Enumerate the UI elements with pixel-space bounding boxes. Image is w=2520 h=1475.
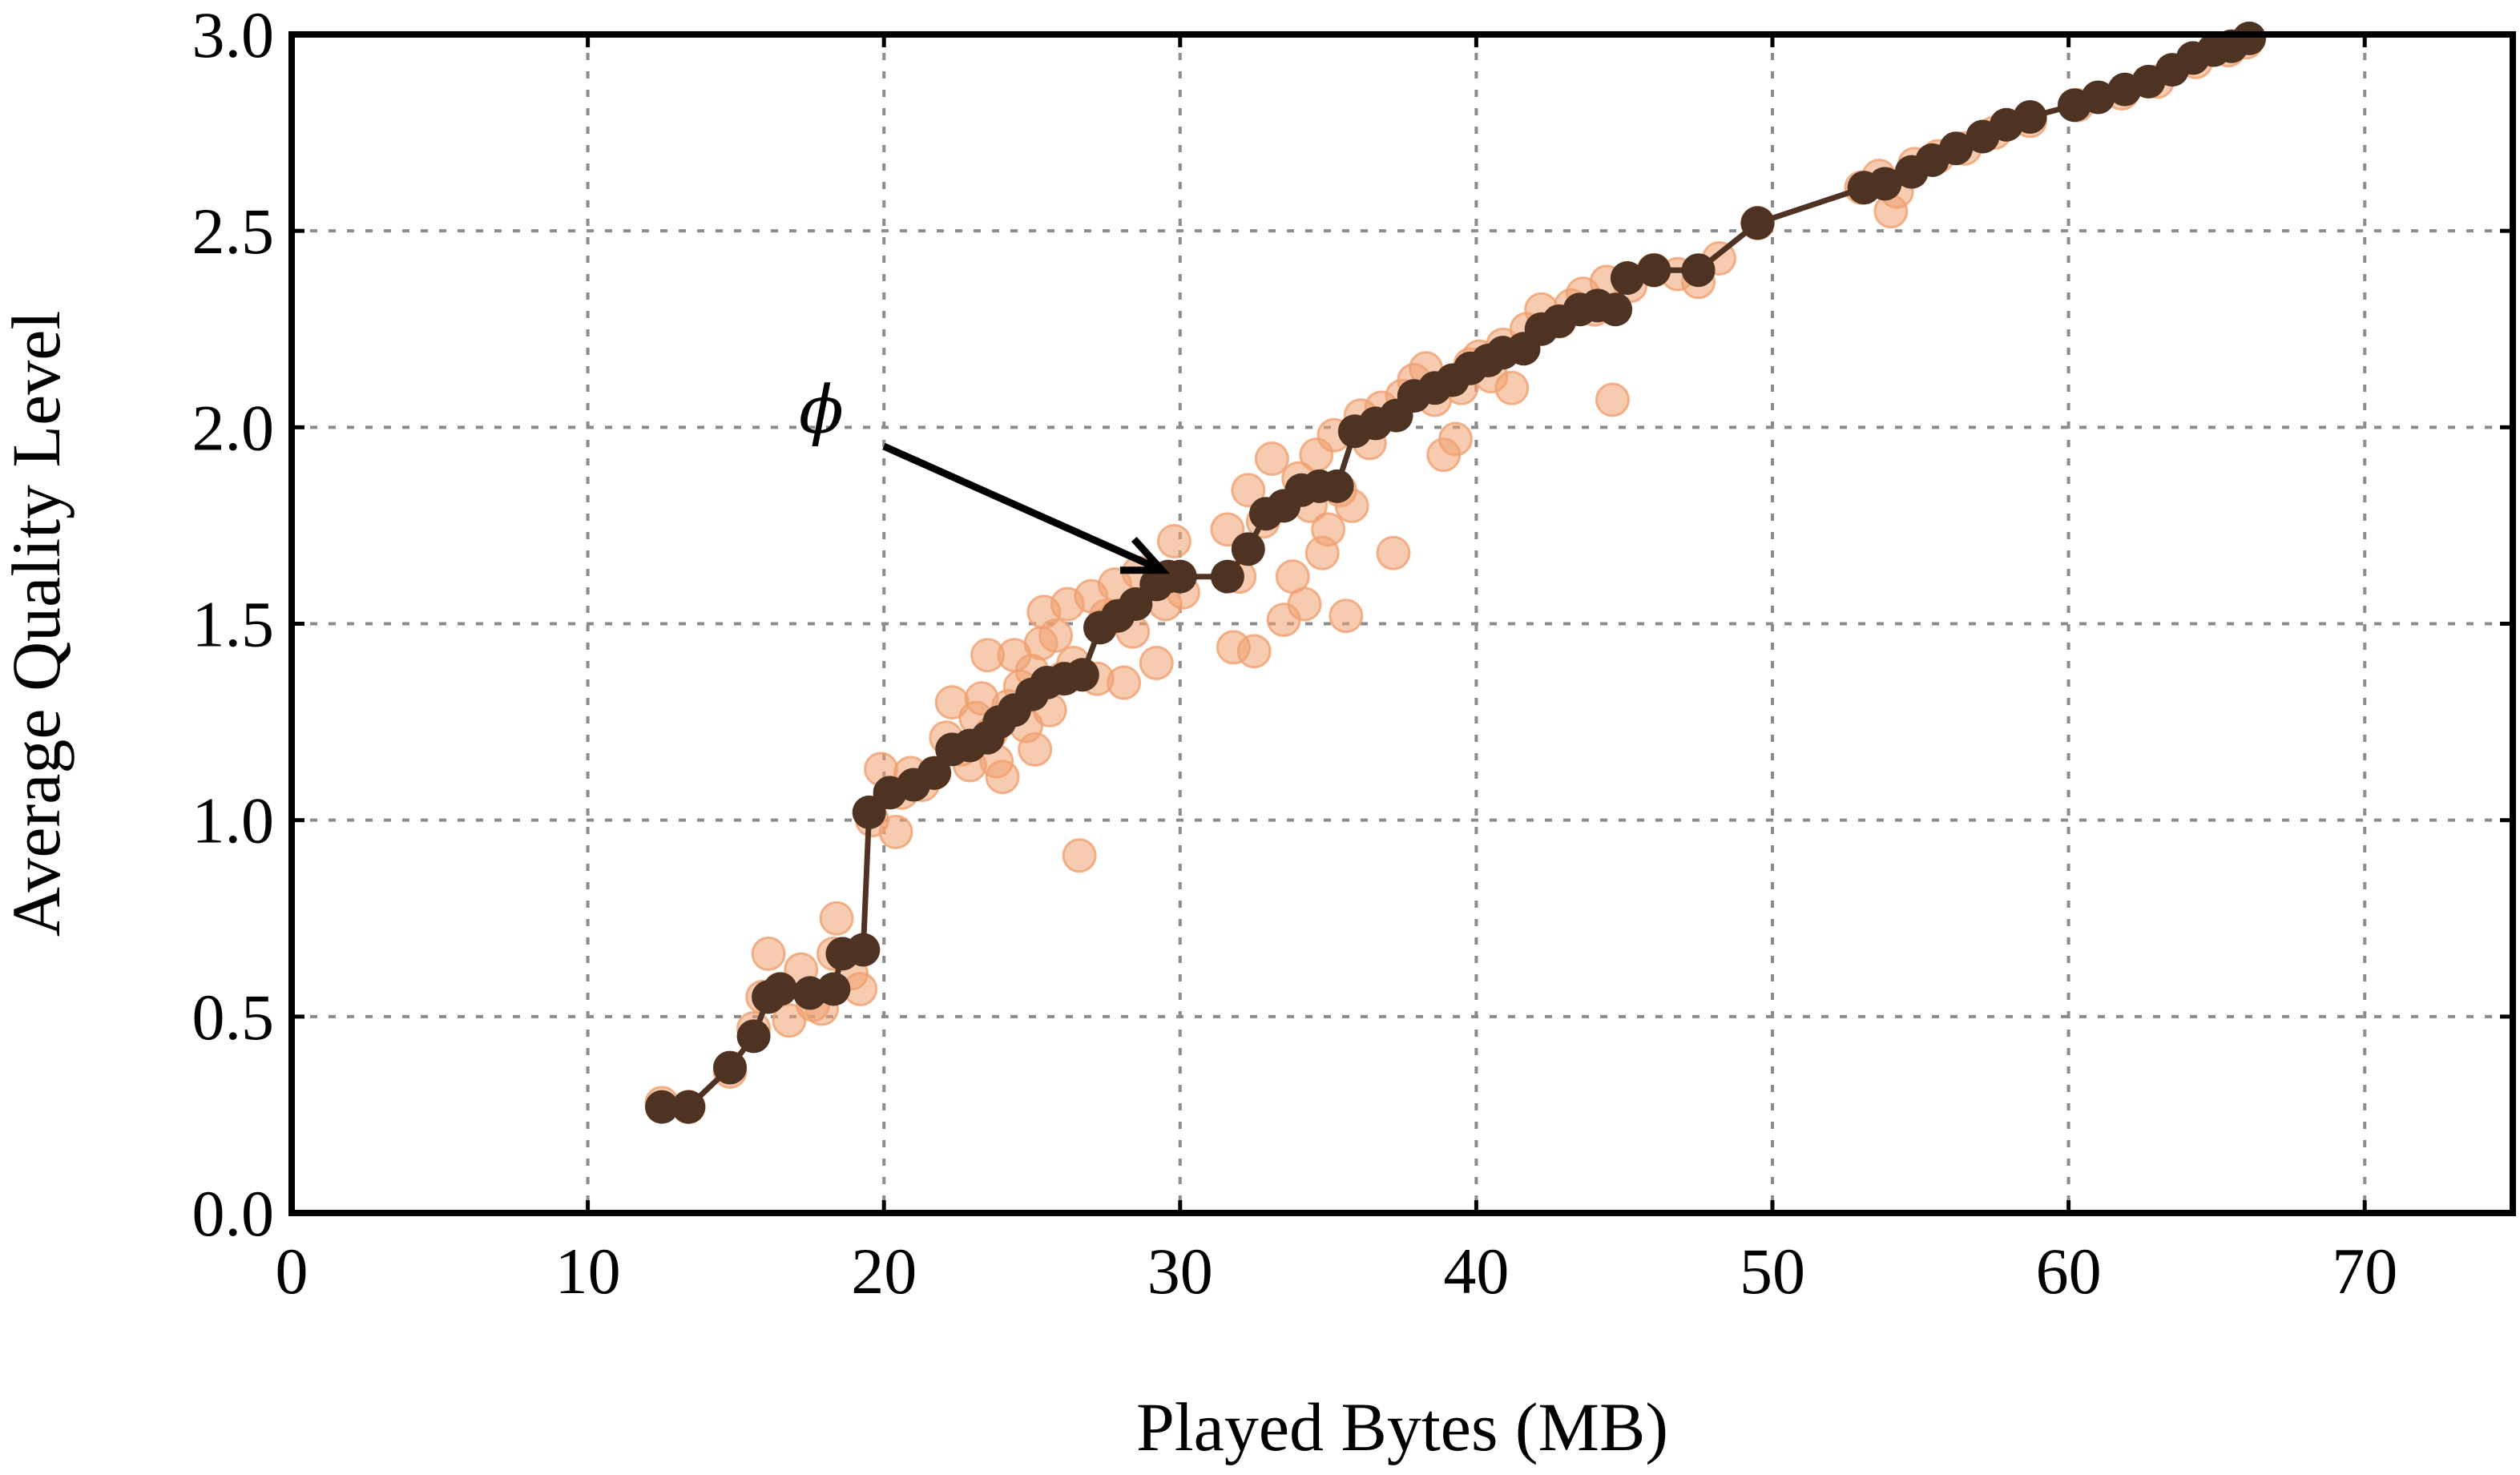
- y-tick-label: 2.5: [192, 195, 275, 268]
- scatter-point: [1438, 421, 1474, 457]
- frontier-point: [1868, 167, 1902, 201]
- frontier-point: [1163, 559, 1197, 594]
- x-tick-label: 20: [851, 1235, 917, 1308]
- frontier-point: [2232, 21, 2267, 55]
- frontier-point: [1637, 253, 1671, 288]
- x-tick-label: 30: [1147, 1235, 1213, 1308]
- frontier-point: [1320, 469, 1354, 503]
- frontier-series: [645, 21, 2267, 1124]
- frontier-point: [645, 1090, 679, 1124]
- x-tick-label: 10: [555, 1235, 621, 1308]
- scatter-point: [1236, 634, 1272, 669]
- frontier-point: [1681, 253, 1716, 288]
- scatter-point: [1494, 370, 1530, 405]
- scatter-point: [751, 936, 786, 971]
- annotation-label: ϕ: [799, 373, 844, 449]
- x-tick-label: 0: [276, 1235, 308, 1308]
- scatter-point: [1107, 665, 1142, 700]
- x-tick-label: 70: [2332, 1235, 2397, 1308]
- y-axis-label: Average Quality Level: [0, 311, 75, 937]
- phi-annotation: ϕ: [799, 373, 1171, 574]
- scatter-point: [1254, 441, 1289, 477]
- x-tick-label: 50: [1740, 1235, 1805, 1308]
- frontier-point: [816, 972, 851, 1006]
- scatter-point: [1210, 512, 1245, 547]
- scatter-point: [1038, 618, 1074, 653]
- scatter-point: [1231, 473, 1266, 508]
- frontier-point: [917, 756, 952, 790]
- y-tick-label: 3.0: [192, 0, 275, 71]
- scatter-point: [819, 901, 854, 936]
- frontier-point: [1939, 131, 1974, 166]
- frontier-line: [662, 35, 2251, 1110]
- annotation-arrowhead: [1119, 536, 1171, 574]
- scatter-point: [1018, 731, 1053, 767]
- scatter-point: [985, 760, 1020, 795]
- frontier-point: [1231, 532, 1265, 566]
- scatter-point: [1287, 586, 1322, 622]
- frontier-point: [671, 1090, 706, 1124]
- x-tick-label: 40: [1443, 1235, 1509, 1308]
- frontier-point: [763, 972, 797, 1006]
- scatter-point: [1062, 838, 1097, 873]
- frontier-point: [1610, 261, 1644, 296]
- scatter-point: [1376, 535, 1411, 570]
- frontier-point: [2013, 99, 2047, 134]
- scatter-point: [878, 814, 913, 849]
- y-tick-label: 0.0: [192, 1177, 275, 1250]
- frontier-point: [1740, 206, 1775, 240]
- scatter-point: [1311, 512, 1346, 547]
- frontier-point: [846, 933, 881, 967]
- y-tick-label: 0.5: [192, 981, 275, 1054]
- x-tick-label: 60: [2036, 1235, 2102, 1308]
- scatter-point: [1156, 524, 1191, 559]
- frontier-point: [736, 1019, 771, 1054]
- scatter-point: [1139, 646, 1174, 681]
- y-tick-label: 1.5: [192, 588, 275, 661]
- gridlines: [292, 34, 2513, 1213]
- scatter-point: [1329, 598, 1364, 634]
- scatter-point: [772, 1003, 807, 1038]
- frontier-point: [713, 1050, 748, 1085]
- frontier-point: [1210, 559, 1244, 594]
- y-axis-ticks: 0.0 0.5 1.0 1.5 2.0 2.5 3.0: [192, 0, 2513, 1250]
- scatter-point: [1595, 382, 1630, 417]
- scatter-series: [644, 25, 2264, 1125]
- frontier-point: [2081, 80, 2115, 115]
- frontier-point: [1065, 658, 1099, 692]
- x-axis-label: Played Bytes (MB): [1136, 1388, 1668, 1465]
- y-tick-label: 1.0: [192, 784, 275, 857]
- annotation-arrow: [882, 442, 1163, 574]
- frontier-point: [1599, 292, 1633, 327]
- x-axis-ticks: 0 10 20 30 40 50 60 70: [276, 34, 2397, 1308]
- y-tick-label: 2.0: [192, 391, 275, 464]
